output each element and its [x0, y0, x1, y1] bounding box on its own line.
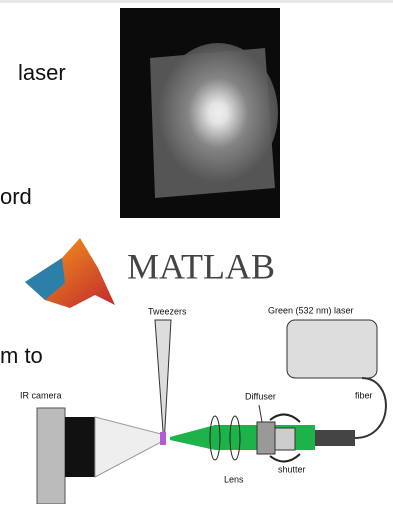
logo-text: MATLAB — [127, 246, 275, 286]
label: Green (532 nm) laser — [268, 305, 354, 315]
slide-text: m to — [0, 343, 43, 368]
label: Lens — [224, 474, 244, 484]
slide-text: ord — [0, 184, 32, 209]
slide-text: laser — [18, 60, 66, 85]
setup-diagram: Tweezers Green (532 nm) laser Diffuser f… — [20, 305, 386, 504]
label: IR camera — [20, 390, 62, 400]
label: shutter — [278, 464, 306, 474]
matlab-logo: MATLAB — [25, 238, 275, 308]
slide: laser ord m to MATLAB Tweezers Green (53… — [0, 0, 393, 504]
label: Tweezers — [148, 306, 187, 316]
thermal-image — [120, 8, 280, 218]
label: Diffuser — [245, 391, 276, 401]
top-bar — [0, 0, 393, 3]
label: fiber — [355, 390, 373, 400]
